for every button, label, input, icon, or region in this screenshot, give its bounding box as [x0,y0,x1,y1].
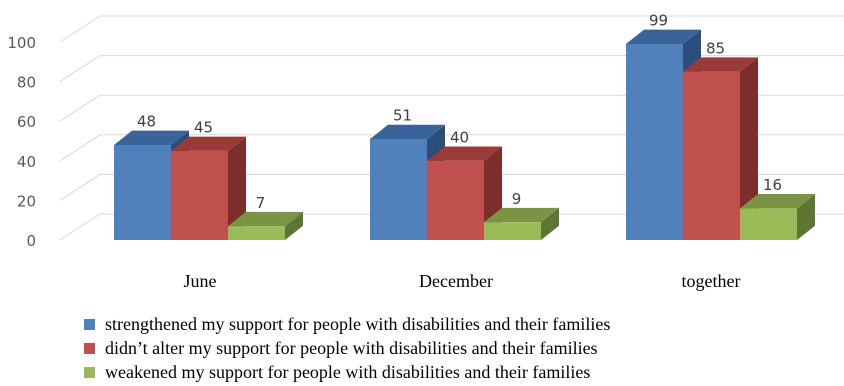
legend-label-weakened: weakened my support for people with disa… [105,361,591,382]
bar-top-weakened-december [484,207,559,223]
gridlines [59,15,844,241]
y-tick-label-60: 60 [17,113,36,131]
bar-top-strengthened-june [114,130,189,145]
category-label-june: June [184,271,217,291]
gridline-20 [59,173,844,201]
legend-item-strengthened: strengthened my support for people with … [84,312,610,336]
category-labels: June December together [184,271,741,291]
bar-front-weakened-december [484,222,541,240]
gridline-80 [59,55,844,83]
data-label-didnt-alter-june: 45 [194,119,213,137]
data-label-weakened-june: 7 [256,194,266,212]
bar-front-strengthened-december [370,139,427,240]
gridline-0 [59,213,844,241]
legend-swatch-didnt-alter [84,342,95,354]
legend: strengthened my support for people with … [84,312,610,384]
data-label-strengthened-june: 48 [137,113,156,131]
bar-didnt-alter-together [683,57,758,241]
legend-label-didnt-alter: didn’t alter my support for people with … [105,337,598,358]
legend-swatch-strengthened [84,318,95,330]
bar-front-didnt-alter-june [171,150,228,240]
legend-item-didnt-alter: didn’t alter my support for people with … [84,336,610,360]
bar-side-didnt-alter-together [740,57,758,241]
bar-side-weakened-june [285,211,303,240]
bar-front-weakened-together [740,208,797,240]
bar-weakened-december [484,207,559,240]
y-tick-label-100: 100 [7,34,36,52]
bar-weakened-together [740,194,815,240]
data-label-strengthened-december: 51 [393,107,412,125]
data-label-strengthened-together: 99 [649,12,668,30]
bar-front-strengthened-together [626,43,683,241]
legend-label-strengthened: strengthened my support for people with … [105,313,611,334]
legend-swatch-weakened [84,366,95,378]
y-tick-label-40: 40 [17,153,36,171]
bar-top-weakened-together [740,194,815,209]
data-label-didnt-alter-december: 40 [450,129,469,147]
gridline-100 [59,15,844,43]
bar-didnt-alter-december [427,146,502,240]
data-label-weakened-together: 16 [763,176,782,194]
y-axis-ticks: 0 20 40 60 80 100 [7,34,36,250]
data-label-didnt-alter-together: 85 [706,39,725,57]
bar-top-weakened-june [228,211,303,227]
bars [114,29,815,241]
bar-top-didnt-alter-together [683,57,758,72]
bar-top-strengthened-december [370,124,445,140]
legend-item-weakened: weakened my support for people with disa… [84,360,610,384]
y-tick-label-20: 20 [17,192,36,210]
y-tick-label-80: 80 [17,74,36,92]
bar-top-didnt-alter-june [171,136,246,151]
bar-weakened-june [228,211,303,240]
gridline-60 [59,94,844,122]
category-label-together: together [682,271,741,291]
bar-front-didnt-alter-december [427,160,484,240]
gridline-40 [59,134,844,162]
bar-top-didnt-alter-december [427,146,502,161]
bar-front-weakened-june [228,226,285,240]
bar-side-didnt-alter-june [228,136,246,240]
bar-front-didnt-alter-together [683,71,740,240]
bar-front-strengthened-june [114,144,171,240]
data-label-weakened-december: 9 [512,190,522,208]
y-tick-label-0: 0 [26,232,36,250]
category-label-december: December [419,271,493,291]
bar-side-weakened-together [797,194,815,240]
bar-side-weakened-december [541,207,559,240]
bar-didnt-alter-june [171,136,246,240]
bar-top-strengthened-together [626,29,701,44]
